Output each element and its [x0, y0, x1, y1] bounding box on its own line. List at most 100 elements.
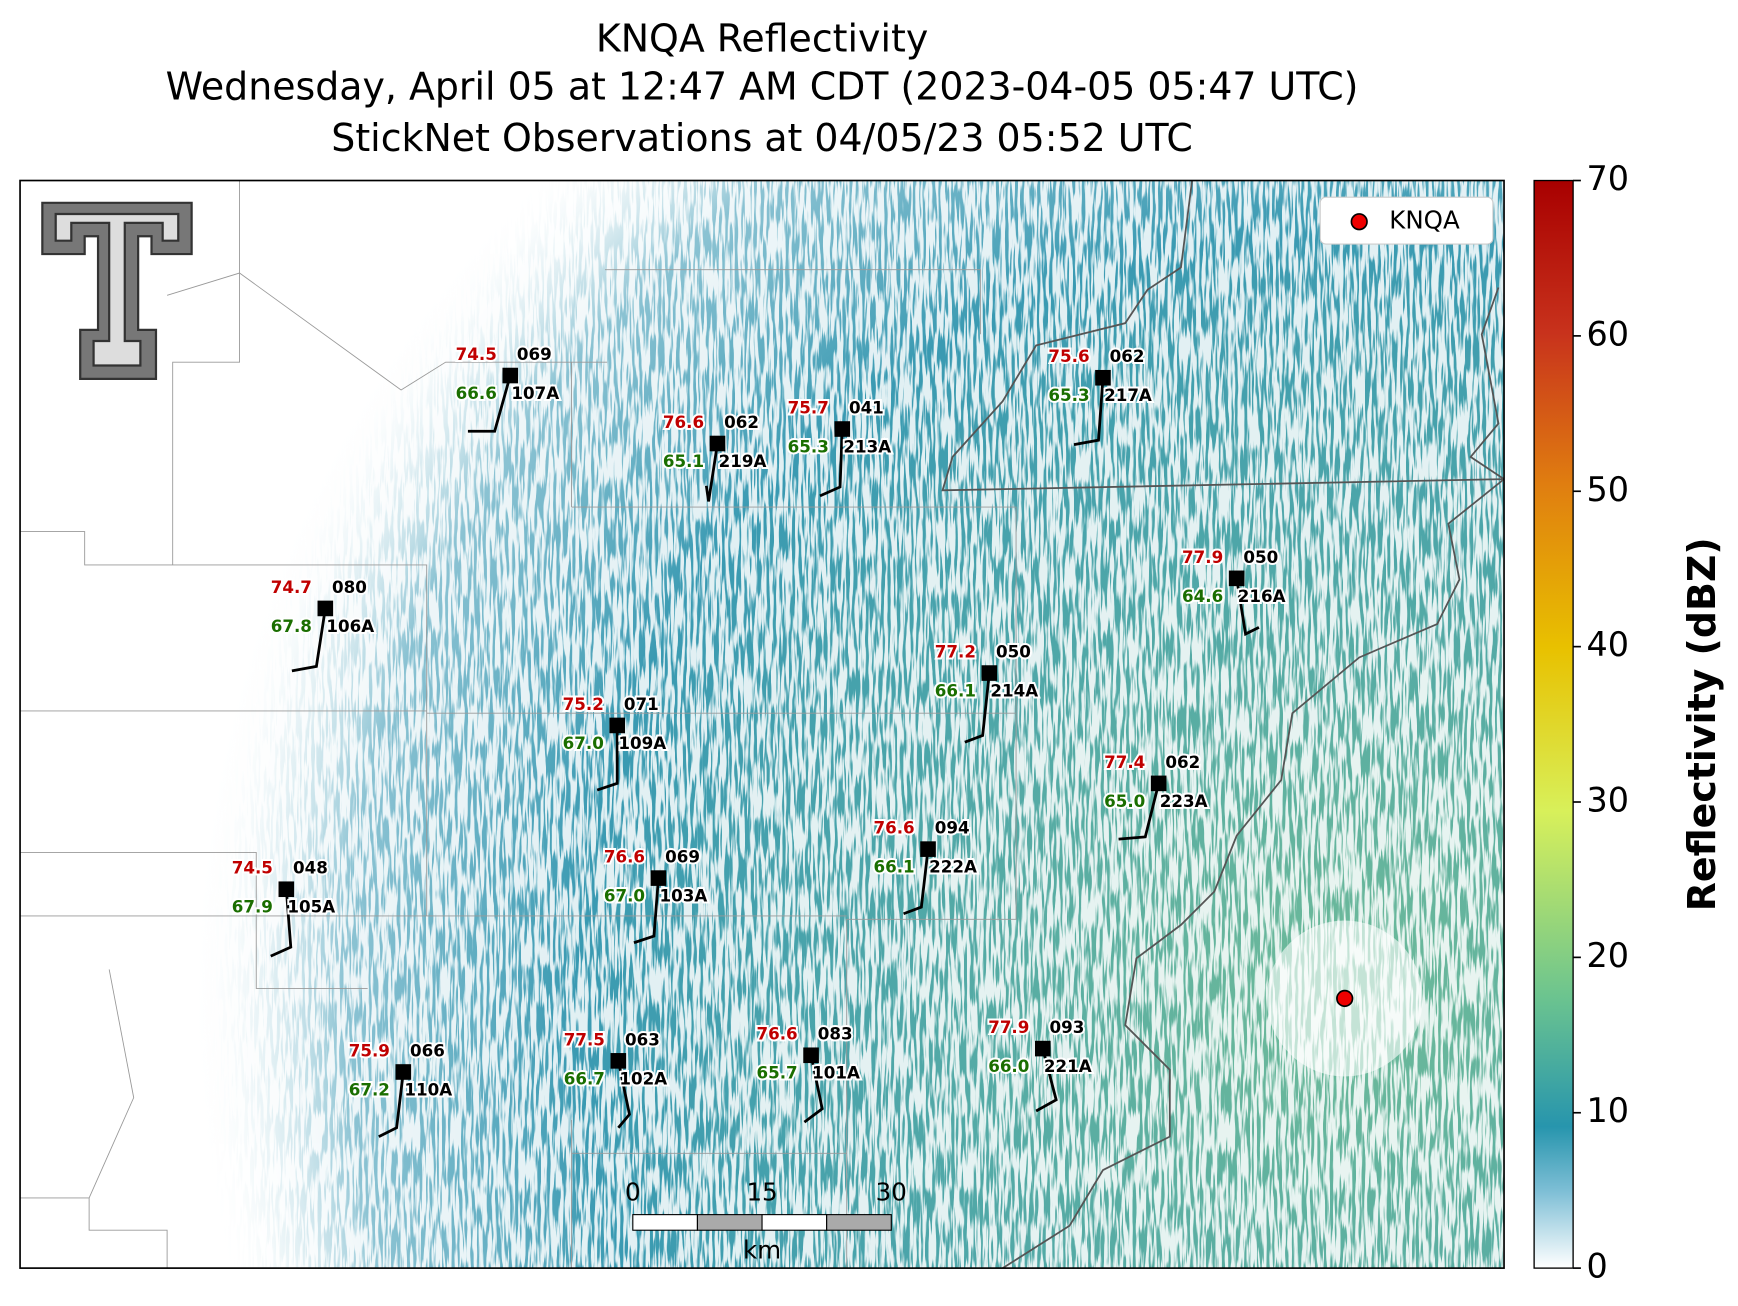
wind-barb: [291, 608, 327, 673]
wind-barb: [803, 1054, 824, 1124]
dewpoint: 65.1: [663, 451, 704, 471]
station-id: 222A: [929, 857, 977, 877]
radar-site: [1336, 989, 1354, 1008]
station-plot: 74.5 048 67.9 105A: [230, 856, 337, 958]
temperature: 75.9: [349, 1040, 390, 1060]
pressure-code: 062: [1165, 752, 1200, 772]
scale-tick-label: 30: [876, 1177, 907, 1206]
colorbar: Reflectivity (dBZ) 0 10 20 30 40 50 60 70: [1533, 159, 1724, 1286]
wind-barb: [964, 672, 991, 744]
station-plot: 77.5 063 66.7 102A: [562, 1027, 669, 1129]
station-marker: [650, 870, 667, 886]
pressure-code: 050: [1243, 547, 1278, 567]
dewpoint: 66.0: [988, 1056, 1029, 1076]
station-marker: [981, 665, 998, 681]
dewpoint: 65.3: [1048, 385, 1089, 405]
station-id: 216A: [1238, 586, 1286, 606]
wind-barb: [378, 1071, 405, 1138]
pressure-code: 069: [665, 847, 700, 867]
pressure-code: 048: [293, 858, 328, 878]
dewpoint: 65.0: [1104, 791, 1145, 811]
station-marker: [609, 717, 626, 734]
dewpoint: 67.0: [563, 733, 604, 753]
pressure-code: 066: [410, 1040, 445, 1060]
station-id: 223A: [1160, 791, 1208, 811]
temperature: 75.7: [788, 397, 829, 417]
station-plot: 75.6 062 65.3 217A: [1046, 344, 1154, 446]
map: 74.5 069 66.6 107A 76.6 062 65.1 219A 75.7 041 65.…: [20, 180, 1505, 1269]
subtitle: StickNet Observations at 04/05/23 05:52 …: [331, 116, 1193, 160]
wind-barb: [819, 428, 844, 498]
station-marker: [278, 881, 295, 898]
station-plot: 76.6 069 67.0 103A: [602, 845, 709, 945]
station-marker: [610, 1053, 627, 1069]
station-plot: 77.9 050 64.6 216A: [1180, 545, 1288, 637]
pressure-code: 093: [1049, 1017, 1084, 1037]
dewpoint: 65.3: [788, 436, 829, 456]
scale-tick-label: 0: [625, 1177, 641, 1206]
temperature: 77.5: [564, 1029, 605, 1049]
temperature: 75.6: [1048, 346, 1089, 366]
station-id: 109A: [618, 733, 666, 753]
wind-barb: [1073, 377, 1105, 446]
station-id: 106A: [326, 616, 374, 636]
wind-barb: [1035, 1048, 1058, 1113]
dewpoint: 66.1: [935, 681, 976, 701]
logo: [41, 201, 193, 380]
scale-bar: km 0 15 30: [625, 1177, 907, 1264]
temperature: 76.6: [663, 412, 704, 432]
temperature: 74.5: [456, 344, 497, 364]
dewpoint: 64.6: [1182, 586, 1223, 606]
legend-label: KNQA: [1389, 206, 1460, 235]
station-plot: 77.4 062 65.0 223A: [1102, 750, 1210, 841]
title: KNQA Reflectivity: [596, 17, 928, 61]
station-plot: 75.2 071 67.0 109A: [561, 692, 668, 792]
station-plot: 76.6 062 65.1 219A: [661, 410, 768, 502]
wind-barb: [467, 375, 512, 433]
temperature: 77.9: [988, 1017, 1029, 1037]
station-plot: 74.7 080 67.8 106A: [269, 575, 376, 673]
station-plot: 77.2 050 66.1 214A: [933, 640, 1040, 744]
station-plot: 75.7 041 65.3 213A: [786, 396, 893, 498]
colorbar-label: Reflectivity (dBZ): [1680, 537, 1724, 911]
dewpoint: 66.7: [564, 1068, 605, 1088]
dewpoint: 67.0: [604, 886, 645, 906]
temperature: 76.6: [604, 847, 645, 867]
wind-barb: [616, 1060, 631, 1129]
scale-unit: km: [743, 1235, 781, 1264]
colorbar-tick-label: 10: [1586, 1091, 1629, 1130]
pressure-code: 050: [996, 641, 1031, 661]
colorbar-tick-label: 60: [1586, 314, 1629, 353]
wind-barb: [1118, 783, 1161, 841]
station-id: 217A: [1104, 385, 1152, 405]
station-id: 107A: [511, 383, 559, 403]
temperature: 74.5: [232, 858, 273, 878]
station-id: 103A: [660, 886, 708, 906]
station-marker: [803, 1047, 819, 1064]
station-id: 102A: [619, 1068, 667, 1088]
dewpoint: 66.6: [456, 383, 497, 403]
pressure-code: 063: [625, 1029, 660, 1049]
station-plot: 76.6 083 65.7 101A: [755, 1022, 862, 1124]
pressure-code: 041: [849, 397, 884, 417]
station-plot: 74.5 069 66.6 107A: [454, 342, 561, 433]
station-id: 219A: [719, 451, 767, 471]
station-marker: [395, 1064, 412, 1080]
station-marker: [502, 367, 519, 384]
dewpoint: 67.9: [232, 897, 273, 917]
temperature: 77.9: [1182, 547, 1223, 567]
station-marker: [317, 600, 334, 617]
temperature: 75.2: [563, 694, 604, 714]
colorbar-tick-label: 20: [1586, 936, 1629, 975]
wind-barb: [596, 725, 619, 792]
station-plot: 76.6 094 66.1 222A: [872, 816, 979, 916]
wind-barb: [270, 889, 293, 958]
dewpoint: 66.1: [873, 857, 914, 877]
wind-barb: [633, 877, 660, 945]
pressure-code: 083: [818, 1024, 853, 1044]
pressure-code: 069: [517, 344, 552, 364]
temperature: 76.6: [873, 818, 914, 838]
station-plot: 77.9 093 66.0 221A: [986, 1015, 1094, 1113]
wind-barb: [903, 848, 930, 916]
